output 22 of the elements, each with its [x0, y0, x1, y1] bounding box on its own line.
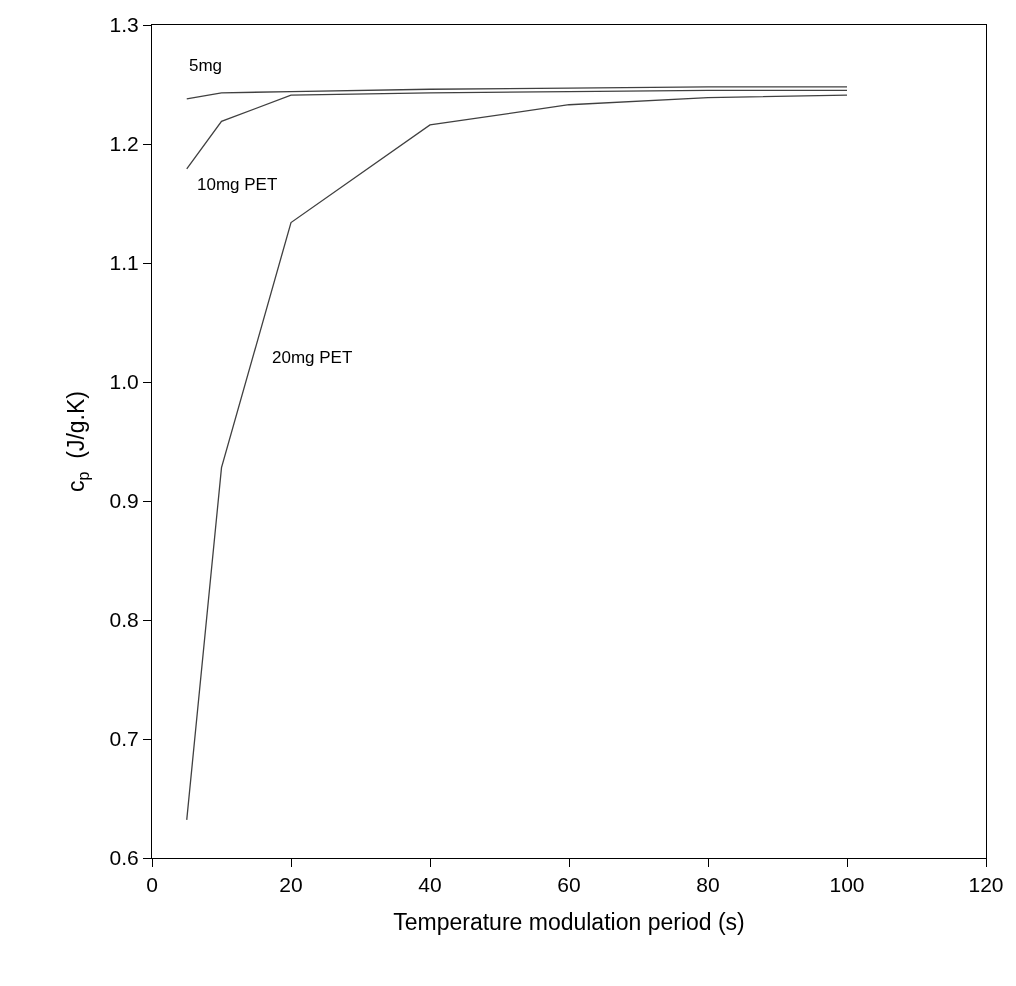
x-tick-label: 0	[146, 873, 158, 897]
series-label: 10mg PET	[197, 175, 278, 194]
y-tick-label: 1.2	[109, 132, 139, 156]
x-tick-label: 120	[968, 873, 1004, 897]
series-label: 20mg PET	[272, 348, 353, 367]
y-tick-label: 0.6	[109, 846, 139, 870]
series-label: 5mg	[189, 56, 223, 75]
y-tick-label: 1.0	[109, 370, 139, 394]
y-tick-label: 0.7	[109, 727, 139, 751]
y-tick-label: 1.1	[109, 251, 139, 275]
line-series	[186, 89, 848, 170]
y-tick-label: 0.8	[109, 608, 139, 632]
line-series	[186, 86, 848, 100]
x-axis-title: Temperature modulation period (s)	[393, 908, 745, 935]
x-tick-label: 100	[829, 873, 865, 897]
y-tick-label: 1.3	[109, 13, 139, 37]
x-tick-label: 20	[279, 873, 303, 897]
y-tick-label: 0.9	[109, 489, 139, 513]
x-tick-label: 40	[418, 873, 442, 897]
line-series	[186, 94, 848, 821]
x-tick-label: 60	[557, 873, 581, 897]
x-tick-label: 80	[696, 873, 720, 897]
